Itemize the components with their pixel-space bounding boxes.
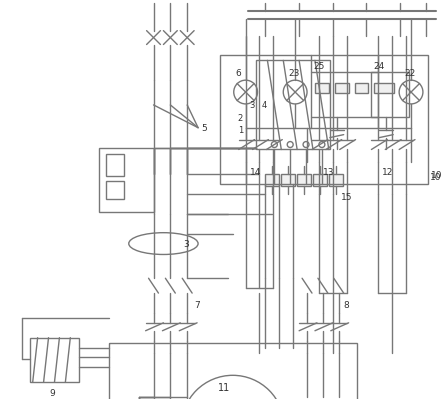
Bar — [374, 84, 394, 94]
Bar — [315, 84, 329, 94]
Text: 22: 22 — [404, 69, 416, 77]
Circle shape — [272, 142, 277, 148]
Text: 10: 10 — [431, 170, 443, 179]
Text: 3: 3 — [249, 101, 255, 110]
Text: 13: 13 — [323, 167, 334, 176]
Text: 5: 5 — [201, 124, 207, 133]
Bar — [99, 148, 154, 213]
Text: 6: 6 — [236, 69, 241, 77]
Text: 10: 10 — [430, 172, 441, 181]
Text: 3: 3 — [183, 239, 189, 249]
Bar — [354, 84, 369, 94]
Bar — [281, 175, 295, 187]
Text: 12: 12 — [382, 167, 394, 176]
Circle shape — [287, 142, 293, 148]
Text: 15: 15 — [341, 192, 352, 201]
Text: 4: 4 — [261, 101, 267, 110]
Text: 8: 8 — [344, 301, 350, 310]
Circle shape — [319, 142, 325, 148]
Bar — [109, 343, 357, 401]
Bar — [297, 175, 311, 187]
Bar — [106, 182, 124, 200]
Bar — [335, 84, 349, 94]
Text: 24: 24 — [373, 62, 385, 71]
Bar — [265, 175, 279, 187]
Bar — [220, 56, 428, 185]
Ellipse shape — [129, 233, 198, 255]
Text: 2: 2 — [238, 114, 243, 123]
Text: 9: 9 — [50, 388, 55, 397]
Bar — [30, 338, 79, 382]
Text: 1: 1 — [238, 126, 243, 135]
Bar — [256, 61, 330, 150]
Circle shape — [181, 375, 284, 401]
Text: 7: 7 — [194, 301, 200, 310]
Bar — [329, 175, 343, 187]
Text: 14: 14 — [249, 167, 261, 176]
Text: 11: 11 — [218, 382, 230, 392]
Bar — [313, 175, 327, 187]
Bar — [311, 73, 378, 117]
Bar — [371, 73, 409, 117]
Text: 25: 25 — [313, 62, 324, 71]
Circle shape — [303, 142, 309, 148]
Text: 23: 23 — [288, 69, 299, 77]
Bar — [106, 155, 124, 177]
